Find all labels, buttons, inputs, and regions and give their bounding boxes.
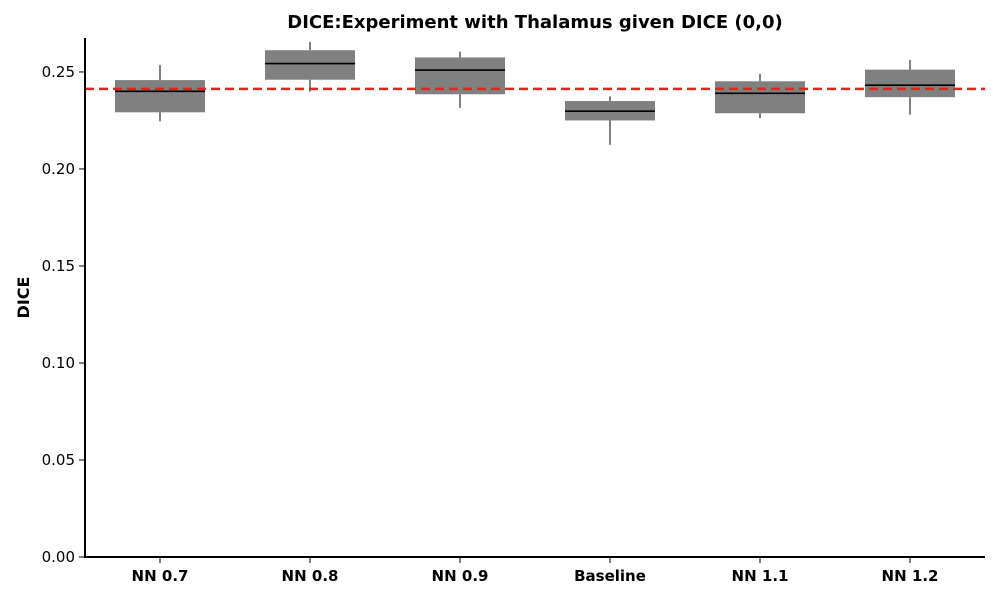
x-ticks: NN 0.7 NN 0.8 NN 0.9 Baseline NN 1.1 NN 1.2	[132, 557, 939, 585]
box-nn-0-7	[115, 65, 205, 122]
x-tick-label: NN 1.2	[882, 567, 939, 585]
y-axis-title: DICE	[14, 277, 33, 319]
box-nn-0-8	[265, 41, 355, 92]
y-tick-label: 0.15	[42, 257, 75, 275]
x-tick-label: NN 0.9	[432, 567, 489, 585]
y-tick-label: 0.05	[42, 451, 75, 469]
x-tick-label: Baseline	[574, 567, 646, 585]
box-body	[115, 80, 205, 113]
y-ticks: 0.00 0.05 0.10 0.15 0.20 0.25	[42, 63, 85, 566]
y-tick-label: 0.20	[42, 160, 75, 178]
x-tick-label: NN 0.8	[282, 567, 339, 585]
boxes-layer	[115, 41, 955, 145]
x-tick-label: NN 1.1	[732, 567, 789, 585]
y-tick-label: 0.10	[42, 354, 75, 372]
box-body	[865, 69, 955, 98]
box-nn-1-2	[865, 59, 955, 115]
x-tick-label: NN 0.7	[132, 567, 189, 585]
box-nn-1-1	[715, 73, 805, 119]
box-nn-0-9	[415, 51, 505, 108]
box-body	[265, 50, 355, 80]
y-tick-label: 0.25	[42, 63, 75, 81]
box-body	[715, 81, 805, 114]
y-tick-label: 0.00	[42, 548, 75, 566]
chart-title: DICE:Experiment with Thalamus given DICE…	[287, 12, 783, 33]
box-baseline	[565, 96, 655, 145]
axes-layer	[84, 38, 985, 558]
